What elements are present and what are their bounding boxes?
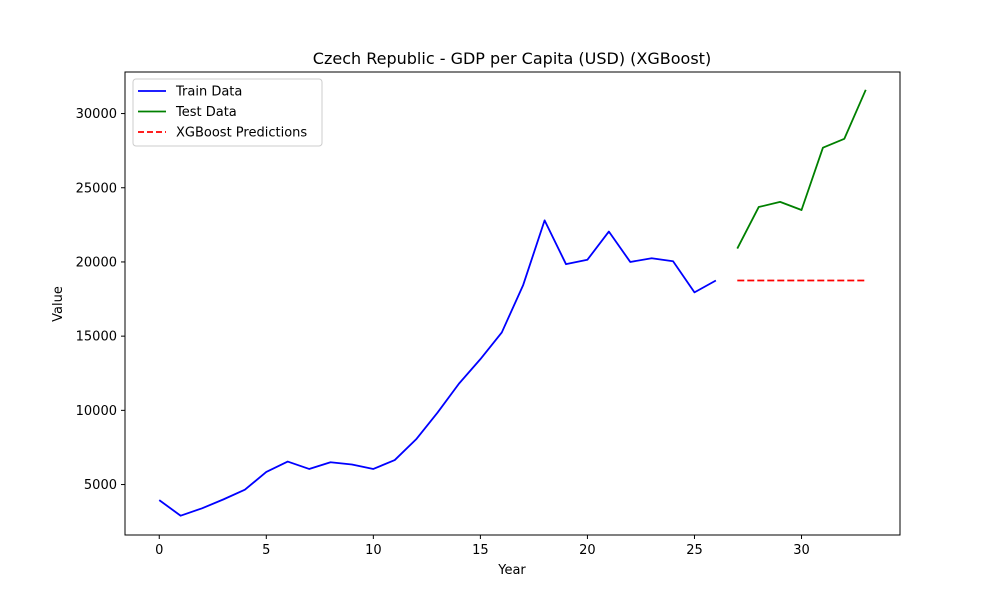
legend-entry-1: Train Data — [175, 85, 242, 100]
plot-area: 0 5 10 15 20 25 30 5000 10000 15000 20000 25000 3000… — [76, 71, 901, 558]
y-tick-label: 5000 — [84, 478, 117, 493]
y-tick-label: 15000 — [76, 330, 117, 345]
x-tick-label: 10 — [365, 543, 382, 558]
x-tick-label: 30 — [793, 543, 810, 558]
y-tick-label: 20000 — [76, 255, 117, 270]
x-tick-label: 15 — [472, 543, 489, 558]
legend-entry-2: Test Data — [175, 105, 237, 120]
y-tick-label: 30000 — [76, 107, 117, 122]
legend-entry-3: XGBoost Predictions — [176, 126, 307, 141]
series-line-1 — [158, 219, 717, 517]
x-tick-label: 5 — [262, 543, 270, 558]
chart-title: Czech Republic - GDP per Capita (USD) (X… — [313, 49, 711, 68]
legend: Train Data Test Data XGBoost Predictions — [132, 78, 323, 147]
y-axis-label: Value — [51, 286, 66, 322]
y-tick-label: 10000 — [76, 404, 117, 419]
axes-frame — [124, 71, 901, 536]
x-tick-label: 20 — [579, 543, 596, 558]
series-line-2 — [736, 89, 867, 250]
y-tick-label: 25000 — [76, 181, 117, 196]
legend-box — [132, 78, 323, 147]
x-tick-label: 25 — [686, 543, 703, 558]
x-axis-label: Year — [497, 563, 526, 578]
x-tick-label: 0 — [155, 543, 163, 558]
